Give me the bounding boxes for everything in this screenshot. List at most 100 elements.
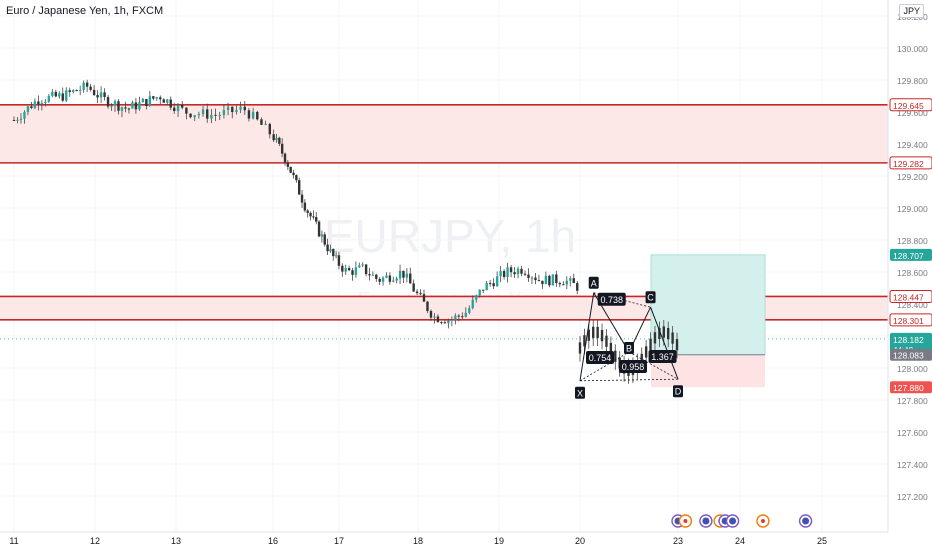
candle-body — [614, 350, 617, 362]
target-tag-label: 128.707 — [893, 251, 924, 261]
stop-tag-label: 127.880 — [893, 383, 924, 393]
candle-body — [344, 268, 347, 272]
event-flag-icon[interactable] — [699, 514, 713, 528]
candle — [523, 270, 527, 277]
candle — [120, 106, 124, 118]
economic-events[interactable] — [671, 514, 813, 528]
chart-title: Euro / Japanese Yen, 1h, FXCM — [6, 5, 164, 17]
candle — [429, 309, 433, 321]
candle — [82, 80, 85, 93]
pattern-point-label: B — [626, 344, 632, 354]
candle-body — [667, 328, 670, 340]
long-position-tool[interactable] — [650, 254, 766, 388]
ratio-badge — [597, 292, 626, 306]
candle — [65, 87, 68, 103]
candle — [558, 281, 562, 288]
harmonic-pattern[interactable]: X A B C D 0.738 0.754 0.958 1.367 — [575, 276, 683, 399]
candle — [667, 321, 670, 348]
candle-body — [214, 114, 217, 116]
event-flag-icon[interactable] — [725, 514, 740, 528]
currency-button[interactable]: JPY — [899, 4, 924, 18]
pattern-point-label: A — [591, 278, 597, 288]
candle-body — [457, 315, 461, 317]
candle-body — [89, 86, 92, 90]
candle-body — [378, 278, 381, 282]
time-axis[interactable]: 11 12 13 16 17 18 19 20 23 24 25 — [0, 531, 888, 546]
pattern-leg — [650, 307, 679, 380]
candle — [551, 274, 555, 286]
candle-body — [468, 308, 471, 313]
candle — [306, 209, 309, 218]
zone-top-tag-label: 128.447 — [893, 292, 924, 302]
candle — [440, 321, 443, 325]
candle-body — [117, 101, 120, 111]
candle-body — [596, 326, 599, 339]
zone-top-tag[interactable] — [889, 289, 932, 303]
candle-body — [268, 123, 271, 135]
zone-top-tag-label: 129.645 — [893, 101, 924, 111]
candle — [415, 289, 419, 296]
candle-body — [298, 180, 301, 195]
candle-body — [243, 106, 246, 111]
event-flag-icon[interactable] — [798, 514, 813, 528]
price-tick-label: 129.400 — [897, 140, 928, 150]
candle — [226, 102, 230, 116]
stop-tag[interactable] — [890, 381, 932, 394]
candle-body — [134, 102, 138, 110]
zone-bottom-tag[interactable] — [889, 313, 932, 327]
candle — [155, 96, 159, 101]
candle-body — [429, 311, 433, 318]
candle-body — [169, 99, 172, 108]
candle-body — [127, 108, 131, 110]
candle-body — [658, 327, 661, 340]
candle — [392, 276, 395, 283]
candle — [502, 269, 506, 280]
candle-body — [16, 119, 19, 121]
candle-body — [315, 217, 318, 222]
pattern-ratio-line — [579, 378, 679, 382]
candle — [148, 90, 152, 107]
candle-body — [443, 322, 447, 324]
candle — [344, 264, 347, 275]
zone-bottom-tag[interactable] — [889, 156, 932, 170]
candle-body — [368, 274, 371, 276]
candle — [329, 244, 332, 253]
event-dot-icon[interactable] — [756, 514, 770, 528]
candle — [78, 85, 82, 96]
time-tick-label: 11 — [9, 536, 18, 546]
candle — [23, 110, 26, 124]
pattern-point-label: D — [675, 387, 682, 397]
candle-body — [354, 267, 358, 275]
candle-body — [131, 102, 134, 109]
candle — [12, 116, 16, 121]
entry-tag[interactable] — [890, 348, 932, 361]
target-tag[interactable] — [890, 248, 932, 261]
candle — [300, 189, 304, 209]
candle — [264, 120, 267, 126]
price-tick-label: 127.800 — [897, 396, 928, 406]
candle-body — [482, 289, 485, 291]
candle-body — [323, 234, 326, 245]
candle — [231, 106, 234, 119]
candle — [251, 107, 255, 120]
candle — [193, 114, 196, 122]
candle — [218, 111, 221, 120]
target-area[interactable] — [650, 254, 766, 356]
event-dot-icon[interactable] — [678, 514, 693, 528]
candle-body — [375, 274, 378, 279]
candle — [398, 264, 402, 285]
candle — [332, 248, 335, 261]
candle-body — [569, 278, 572, 281]
candle — [358, 262, 361, 268]
candle — [447, 318, 450, 329]
candle-body — [405, 273, 409, 278]
candle — [506, 262, 509, 283]
zone-top-tag[interactable] — [889, 98, 932, 112]
watermark-symbol: EURJPY, 1h — [324, 210, 576, 262]
candle — [361, 262, 364, 267]
price-axis[interactable]: 130.200130.000129.800129.600129.400129.2… — [887, 0, 932, 550]
candle — [454, 313, 457, 325]
candle-body — [534, 277, 537, 281]
candle — [268, 122, 271, 139]
